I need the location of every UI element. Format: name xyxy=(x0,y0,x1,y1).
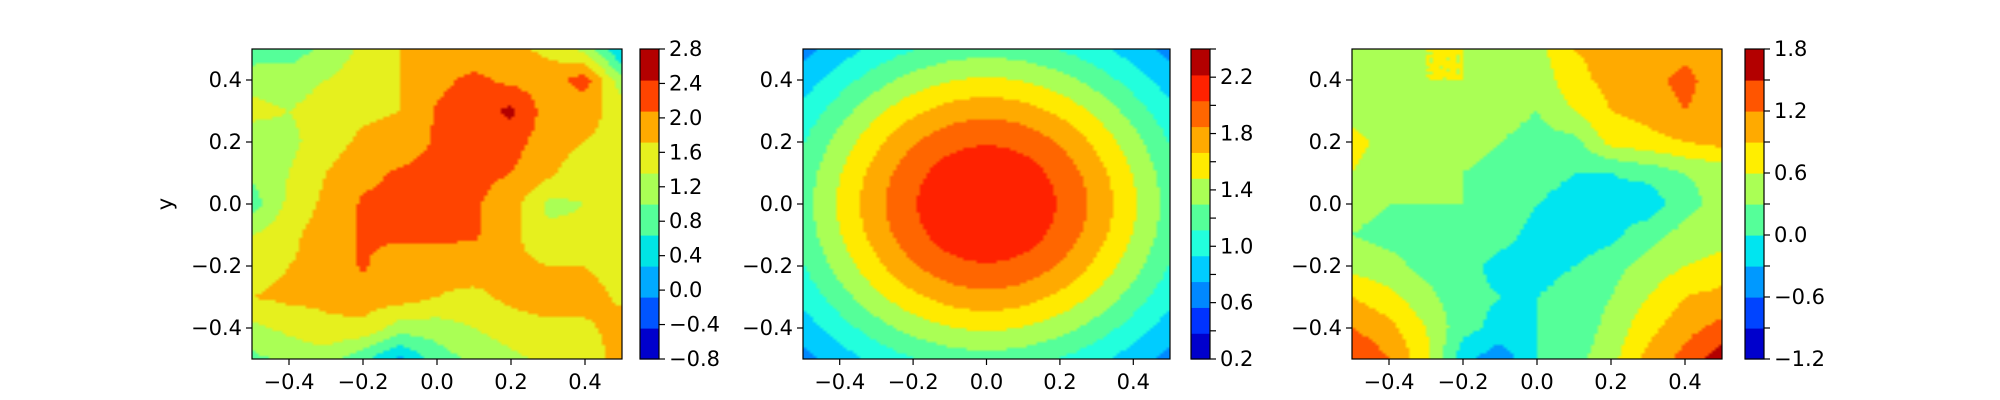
colorbar-segment xyxy=(1191,100,1210,128)
colorbar-segment xyxy=(640,266,659,298)
x-tick-label: 0.4 xyxy=(1668,370,1701,394)
colorbar-tick-label: −0.4 xyxy=(669,313,720,337)
colorbar-segment xyxy=(1191,333,1210,360)
x-tick-label: 0.0 xyxy=(420,370,453,394)
colorbar: 0.2 0.6 1.0 1.4 1.8 2.2 xyxy=(1190,48,1253,371)
y-tick-label: 0.4 xyxy=(209,68,242,92)
colorbar-segment xyxy=(1191,74,1210,102)
colorbar-tick-label: 0.6 xyxy=(1774,161,1807,185)
x-tick-label: 0.2 xyxy=(494,370,527,394)
y-tick-label: −0.4 xyxy=(191,316,242,340)
contour-panel-1: −0.4 −0.2 0.0 0.2 0.4−0.4−0.20.00.20.4y−0.8−… xyxy=(153,37,720,394)
y-tick-label: 0.2 xyxy=(209,130,242,154)
colorbar-tick-label: −0.8 xyxy=(669,347,720,371)
colorbar-segment xyxy=(1745,204,1764,236)
colorbar-segment xyxy=(1191,229,1210,257)
x-tick-label: 0.4 xyxy=(1117,370,1150,394)
colorbar-segment xyxy=(1191,152,1210,179)
colorbar-tick-label: 1.6 xyxy=(669,140,702,164)
colorbar-segment xyxy=(640,297,659,329)
x-tick-label: −0.2 xyxy=(888,370,939,394)
colorbar-segment xyxy=(1745,142,1764,174)
colorbar-segment xyxy=(640,49,659,81)
colorbar-tick-label: 1.8 xyxy=(1774,37,1807,61)
colorbar-tick-label: −1.2 xyxy=(1774,347,1825,371)
contour-fill xyxy=(252,49,622,359)
colorbar-segment xyxy=(1191,307,1210,334)
colorbar-segment xyxy=(640,235,659,267)
colorbar-segment xyxy=(640,111,659,143)
x-tick-label: 0.2 xyxy=(1594,370,1627,394)
x-tick-label: −0.4 xyxy=(1364,370,1415,394)
x-tick-label: −0.2 xyxy=(1438,370,1489,394)
colorbar-tick-label: 0.4 xyxy=(669,244,702,268)
colorbar-segment xyxy=(640,328,659,360)
subplot-panels: −0.4 −0.2 0.0 0.2 0.4−0.4−0.20.00.20.4y−0.8−… xyxy=(153,37,1825,394)
y-tick-label: −0.2 xyxy=(191,254,242,278)
colorbar-frame xyxy=(1190,48,1211,360)
y-tick-label: −0.2 xyxy=(1291,254,1342,278)
y-tick-label: 0.4 xyxy=(760,68,793,92)
colorbar-tick-label: 2.4 xyxy=(669,71,702,95)
x-tick-label: −0.4 xyxy=(264,370,315,394)
colorbar-segment xyxy=(1745,297,1764,329)
colorbar-frame xyxy=(639,48,660,360)
colorbar-tick-label: 1.0 xyxy=(1220,234,1253,258)
y-tick-label: 0.0 xyxy=(209,192,242,216)
colorbar-segment xyxy=(1745,49,1764,81)
x-tick-label: −0.4 xyxy=(814,370,865,394)
colorbar: −1.2 −0.6 0.0 0.6 1.2 1.8 xyxy=(1744,37,1825,371)
colorbar-tick-label: 2.2 xyxy=(1220,65,1253,89)
contour-panel-3: −0.4 −0.2 0.0 0.2 0.4 −0.4 −0.2 0.0 0.2 0.4 −1.2 −0… xyxy=(1291,37,1825,394)
y-tick-label: 0.4 xyxy=(1309,68,1342,92)
colorbar-tick-label: 1.2 xyxy=(669,175,702,199)
colorbar-segment xyxy=(1745,173,1764,205)
colorbar-tick-label: 2.0 xyxy=(669,106,702,130)
y-tick-label: 0.0 xyxy=(1309,192,1342,216)
colorbar-segment xyxy=(1191,178,1210,205)
contour-fill xyxy=(803,49,1170,359)
colorbar-tick-label: 0.0 xyxy=(1774,223,1807,247)
colorbar-segment xyxy=(1745,266,1764,298)
colorbar-segment xyxy=(1191,49,1210,76)
contour-panel-2: −0.4 −0.2 0.0 0.2 0.4 −0.4 −0.2 0.0 0.2 0.4 0.2 0.6… xyxy=(742,48,1253,394)
colorbar-tick-label: 1.2 xyxy=(1774,99,1807,123)
colorbar-segment xyxy=(1745,80,1764,112)
contour-fill xyxy=(1352,49,1722,359)
x-tick-label: −0.2 xyxy=(338,370,389,394)
y-tick-label: 0.0 xyxy=(760,192,793,216)
colorbar-segment xyxy=(640,204,659,236)
colorbar-segment xyxy=(1745,111,1764,143)
x-tick-label: 0.2 xyxy=(1043,370,1076,394)
colorbar-tick-label: −0.6 xyxy=(1774,285,1825,309)
colorbar-segment xyxy=(1191,281,1210,308)
colorbar-tick-label: 0.6 xyxy=(1220,291,1253,315)
colorbar: −0.8 −0.4 0.0 0.4 0.8 1.2 1.6 2.0 2.4 2.8 xyxy=(639,37,720,371)
colorbar-segment xyxy=(1191,126,1210,153)
colorbar-segment xyxy=(1191,255,1210,283)
x-tick-label: 0.0 xyxy=(970,370,1003,394)
colorbar-segment xyxy=(1191,204,1210,231)
colorbar-tick-label: 1.4 xyxy=(1220,178,1253,202)
y-tick-label: −0.4 xyxy=(742,316,793,340)
colorbar-tick-label: 2.8 xyxy=(669,37,702,61)
colorbar-tick-label: 0.8 xyxy=(669,209,702,233)
y-tick-label: −0.4 xyxy=(1291,316,1342,340)
y-tick-label: −0.2 xyxy=(742,254,793,278)
colorbar-tick-label: 0.0 xyxy=(669,278,702,302)
y-tick-label: 0.2 xyxy=(760,130,793,154)
x-tick-label: 0.4 xyxy=(568,370,601,394)
y-axis-label: y xyxy=(153,198,177,210)
colorbar-tick-label: 1.8 xyxy=(1220,122,1253,146)
colorbar-segment xyxy=(1745,235,1764,267)
colorbar-segment xyxy=(640,80,659,112)
colorbar-tick-label: 0.2 xyxy=(1220,347,1253,371)
colorbar-segment xyxy=(640,173,659,205)
colorbar-segment xyxy=(640,142,659,174)
y-tick-label: 0.2 xyxy=(1309,130,1342,154)
x-tick-label: 0.0 xyxy=(1520,370,1553,394)
colorbar-segment xyxy=(1745,328,1764,360)
